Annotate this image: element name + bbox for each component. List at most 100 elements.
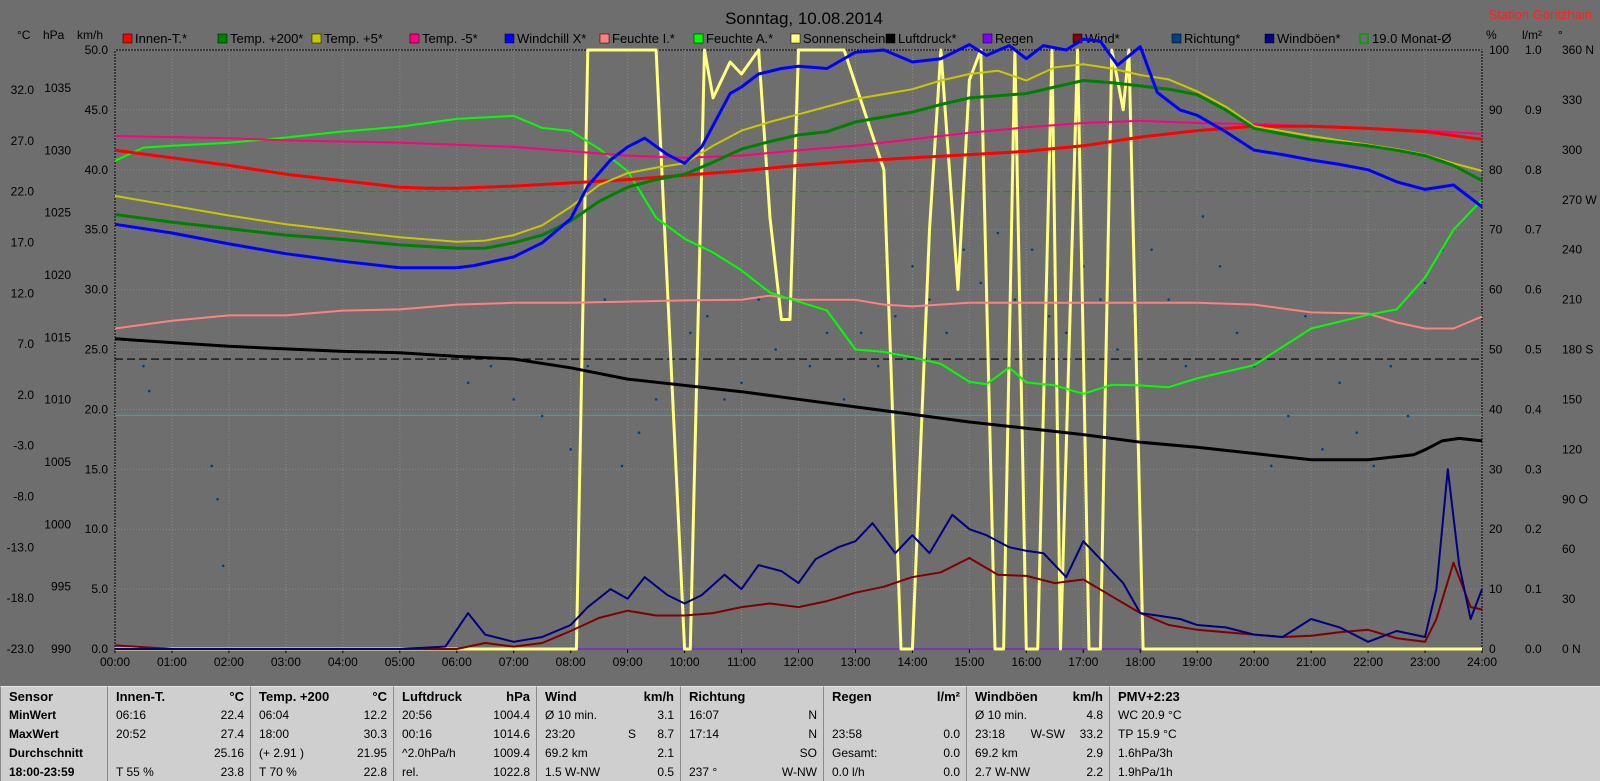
summary-header-label: Richtung <box>689 689 746 704</box>
summary-cell: 1.9hPa/1h <box>1118 765 1173 779</box>
y-tick-kmh: 30.0 <box>85 283 109 297</box>
direction-point <box>603 298 607 301</box>
summary-cell: 0.0 l/h <box>832 765 865 779</box>
legend-label: Richtung* <box>1184 31 1240 46</box>
summary-cell: rel. <box>402 765 419 779</box>
direction-point <box>688 331 692 335</box>
y-tick-kmh: 10.0 <box>85 522 109 536</box>
series-feuchte-i <box>114 294 1483 330</box>
y-tick-lm2: 0.9 <box>1525 103 1542 117</box>
direction-point <box>1116 348 1119 351</box>
direction-point <box>210 464 214 468</box>
summary-cell: MinWert <box>9 708 57 722</box>
x-tick-label: 08:00 <box>556 655 586 669</box>
summary-cell: 2.1 <box>657 746 674 760</box>
legend-label: Windböen* <box>1277 31 1341 46</box>
summary-cell: T 70 % <box>259 765 297 779</box>
summary-panel: Luftdruck hPa 20:56 1004.4 00:16 1014.6 ^2.0hP… <box>393 686 536 781</box>
y-tick-lm2: 0.1 <box>1525 582 1542 596</box>
direction-point <box>540 414 544 418</box>
summary-panel: Regen l/m² 23:58 0.0 Gesamt: 0.0 0.0 l/h 0.0 <box>823 686 966 781</box>
direction-point <box>620 464 624 468</box>
y-tick-hpa: 1035 <box>44 81 71 95</box>
chart-title: Sonntag, 10.08.2014 <box>725 9 883 28</box>
y-tick-hpa: 1020 <box>44 268 71 282</box>
legend-swatch <box>122 33 133 44</box>
summary-cell: WC 20.9 °C <box>1118 708 1182 722</box>
y-tick-lm2: 0.3 <box>1525 462 1542 476</box>
summary-cell: Ø 10 min. <box>975 708 1028 722</box>
legend-swatch <box>217 33 228 44</box>
summary-cell: 21.95 <box>356 746 387 760</box>
summary-header: Wind km/h <box>537 687 680 706</box>
summary-cell: Gesamt: <box>832 746 878 760</box>
y-tick-hpa: 1010 <box>44 393 71 407</box>
x-tick-label: 23:00 <box>1410 655 1440 669</box>
y-tick-lm2: 0.4 <box>1525 402 1542 416</box>
direction-point <box>147 389 151 393</box>
summary-cell: 00:16 <box>402 727 433 741</box>
x-tick-label: 19:00 <box>1182 655 1212 669</box>
y-tick-kmh: 50.0 <box>85 43 109 57</box>
direction-point <box>1372 464 1376 468</box>
summary-cell: (+ 2.91 ) <box>259 746 305 760</box>
direction-point <box>1235 331 1239 335</box>
direction-point <box>1287 414 1290 418</box>
summary-row: 06:16 22.4 <box>108 706 250 725</box>
y-tick-deg: 360 N <box>1562 43 1594 57</box>
summary-cell: 30.3 <box>363 727 387 741</box>
summary-panel: Windböen km/h Ø 10 min. 4.8 23:18 W-SW 33.2 69.… <box>966 686 1109 781</box>
legend-swatch <box>982 33 993 44</box>
summary-cell: ^2.0hPa/h <box>402 746 456 760</box>
y-tick-celsius: 22.0 <box>11 185 35 199</box>
summary-row: 25.16 <box>108 744 250 763</box>
summary-row: 20:56 1004.4 <box>394 706 536 725</box>
summary-cell: MaxWert <box>9 727 59 741</box>
summary-cell: Durchschnitt <box>9 746 84 760</box>
direction-point <box>1064 331 1068 335</box>
direction-point <box>928 298 931 301</box>
y-tick-lm2: 0.2 <box>1525 522 1542 536</box>
y-tick-hpa: 1015 <box>44 330 71 344</box>
summary-row: (+ 2.91 ) 21.95 <box>251 744 393 763</box>
legend-swatch <box>409 33 420 44</box>
direction-point <box>774 348 778 351</box>
summary-row: Ø 10 min. 3.1 <box>537 706 680 725</box>
direction-point <box>569 448 572 451</box>
summary-cell: 8.7 <box>657 727 674 741</box>
summary-row: 1.9hPa/1h <box>1110 763 1600 781</box>
series-innen-t <box>114 124 1483 190</box>
y-tick-celsius: 27.0 <box>11 134 35 148</box>
y-tick-percent: 10 <box>1489 582 1503 596</box>
y-tick-percent: 70 <box>1489 223 1503 237</box>
summary-cell: SO <box>799 746 817 760</box>
x-tick-label: 02:00 <box>214 655 244 669</box>
summary-table: Sensor MinWert MaxWert Durchschnitt 18:00-23… <box>0 686 1600 781</box>
axes: 00:00 01:00 02:00 03:00 04:00 05:00 06:00 07:00… <box>7 43 1598 669</box>
summary-row: T 70 % 22.8 <box>251 763 393 781</box>
y-tick-percent: 50 <box>1489 343 1503 357</box>
summary-row <box>824 706 966 725</box>
y-tick-lm2: 0.0 <box>1525 642 1542 656</box>
direction-point <box>740 381 743 385</box>
unit-kmh: km/h <box>77 28 103 42</box>
summary-cell: 20:56 <box>402 708 433 722</box>
y-tick-deg: 330 <box>1562 93 1582 107</box>
summary-row: 23:18 W-SW 33.2 <box>967 725 1109 744</box>
summary-cell: W-NW <box>781 765 817 779</box>
summary-cell: 18:00 <box>259 727 290 741</box>
series-luftdruck <box>114 337 1483 462</box>
summary-cell: 1009.4 <box>493 746 530 760</box>
summary-cell: N <box>808 708 817 722</box>
legend-swatch <box>311 33 322 44</box>
y-tick-lm2: 0.5 <box>1525 343 1542 357</box>
y-tick-kmh: 15.0 <box>85 462 109 476</box>
direction-point <box>489 364 493 368</box>
summary-cell: 0.5 <box>657 765 674 779</box>
legend-label: Temp. -5* <box>422 31 478 46</box>
summary-header-label: Temp. +200 <box>259 689 330 704</box>
x-tick-label: 17:00 <box>1068 655 1098 669</box>
x-tick-label: 21:00 <box>1296 655 1326 669</box>
y-tick-celsius: -3.0 <box>13 439 34 453</box>
legend-label: Innen-T.* <box>135 31 187 46</box>
